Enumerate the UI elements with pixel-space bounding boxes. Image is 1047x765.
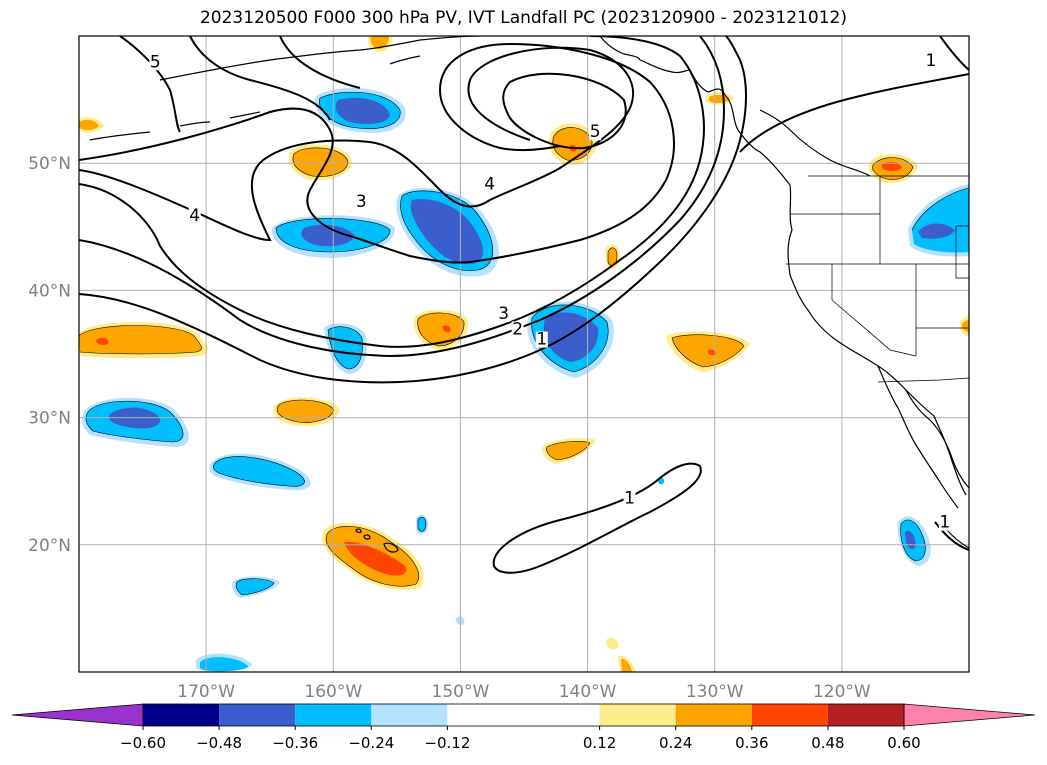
- longitude-labels: 170°W 160°W 150°W 140°W 130°W 120°W: [177, 682, 871, 702]
- contour-label-bg: [188, 208, 201, 225]
- pv-contours: [79, 36, 969, 574]
- latitude-label: 50°N: [28, 154, 71, 174]
- colorbar-tick-label: 0.36: [735, 734, 768, 752]
- colorbar-segment: [675, 704, 752, 726]
- contour-label-bg: [355, 194, 368, 211]
- latitude-label: 30°N: [28, 409, 71, 429]
- negative-anomaly-area: [82, 87, 969, 672]
- longitude-label: 140°W: [559, 682, 617, 702]
- colorbar-segment: [295, 704, 372, 726]
- contour-label-bg: [938, 514, 951, 531]
- colorbar-segment: [751, 704, 828, 726]
- pv-contour-1-subtropical: [492, 462, 702, 574]
- map-title: 2023120500 F000 300 hPa PV, IVT Landfall…: [199, 8, 847, 28]
- contour-label-bg: [511, 321, 524, 338]
- longitude-label: 160°W: [304, 682, 362, 702]
- graticule: [79, 36, 969, 672]
- pv-contour-1-ne: [939, 36, 969, 71]
- colorbar: [11, 703, 1036, 727]
- contour-label: 1: [925, 51, 936, 71]
- colorbar-segment: [447, 704, 600, 726]
- colorbar-tick-label: −0.24: [348, 734, 394, 752]
- colorbar-segment: [219, 704, 296, 726]
- pv-contour-5-nw: [119, 36, 181, 133]
- colorbar-tick-labels: −0.60 −0.48 −0.36 −0.24 −0.12 0.12 0.24 0.36 0.4…: [120, 726, 921, 752]
- contour-label: 3: [498, 304, 509, 324]
- pv-contour-1-se: [934, 521, 969, 551]
- contour-label-bg: [924, 52, 937, 69]
- colorbar-segment: [599, 704, 676, 726]
- contour-label-bg: [589, 124, 602, 141]
- contour-label-bg: [483, 176, 496, 193]
- colorbar-tick-label: −0.12: [424, 734, 470, 752]
- contour-label: 2: [512, 319, 523, 339]
- contour-label-bg: [497, 306, 510, 323]
- pv-contour-3: [79, 42, 675, 264]
- longitude-label: 120°W: [813, 682, 871, 702]
- colorbar-tick-label: 0.12: [583, 734, 616, 752]
- anomaly-outline-contours: [79, 91, 969, 596]
- longitude-label: 130°W: [686, 682, 744, 702]
- longitude-label: 150°W: [432, 682, 490, 702]
- colorbar-tick-label: 0.60: [887, 734, 920, 752]
- contour-label: 4: [189, 206, 200, 226]
- colorbar-segment: [827, 704, 904, 726]
- contour-label-bg: [623, 490, 636, 507]
- contour-label: 1: [536, 330, 547, 350]
- contour-label: 1: [939, 513, 950, 533]
- latitude-label: 40°N: [28, 281, 71, 301]
- contour-label-bg: [535, 331, 548, 348]
- colorbar-outline: [142, 703, 905, 727]
- colorbar-segment: [371, 704, 448, 726]
- ivt-anomaly-shading: [79, 36, 969, 672]
- contour-label: 5: [150, 52, 161, 72]
- colorbar-extend-min: [11, 703, 144, 727]
- longitude-label: 170°W: [177, 682, 235, 702]
- colorbar-tick-label: −0.48: [196, 734, 242, 752]
- pv-contour-nw-2: [189, 36, 331, 121]
- pv-contour-1-north: [739, 73, 969, 153]
- pv-contour-2: [79, 36, 705, 348]
- pv-contour-1: [79, 36, 747, 384]
- contour-label: 3: [356, 192, 367, 212]
- contour-label: 5: [590, 122, 601, 142]
- colorbar-tick-label: −0.60: [120, 734, 166, 752]
- pv-contour-nw-3: [279, 36, 361, 89]
- colorbar-tick-label: 0.48: [811, 734, 844, 752]
- colorbar-tick-label: −0.36: [272, 734, 318, 752]
- pv-contour-4: [79, 46, 635, 242]
- political-borders: [786, 175, 969, 383]
- contour-label: 4: [484, 174, 495, 194]
- latitude-label: 20°N: [28, 536, 71, 556]
- map-frame: [78, 35, 970, 673]
- latitude-labels: 50°N 40°N 30°N 20°N: [28, 154, 71, 556]
- contour-label-bg: [149, 54, 162, 71]
- colorbar-segment: [143, 704, 220, 726]
- contour-label: 1: [624, 489, 635, 509]
- colorbar-tick-label: 0.24: [659, 734, 692, 752]
- colorbar-extend-max: [903, 703, 1036, 727]
